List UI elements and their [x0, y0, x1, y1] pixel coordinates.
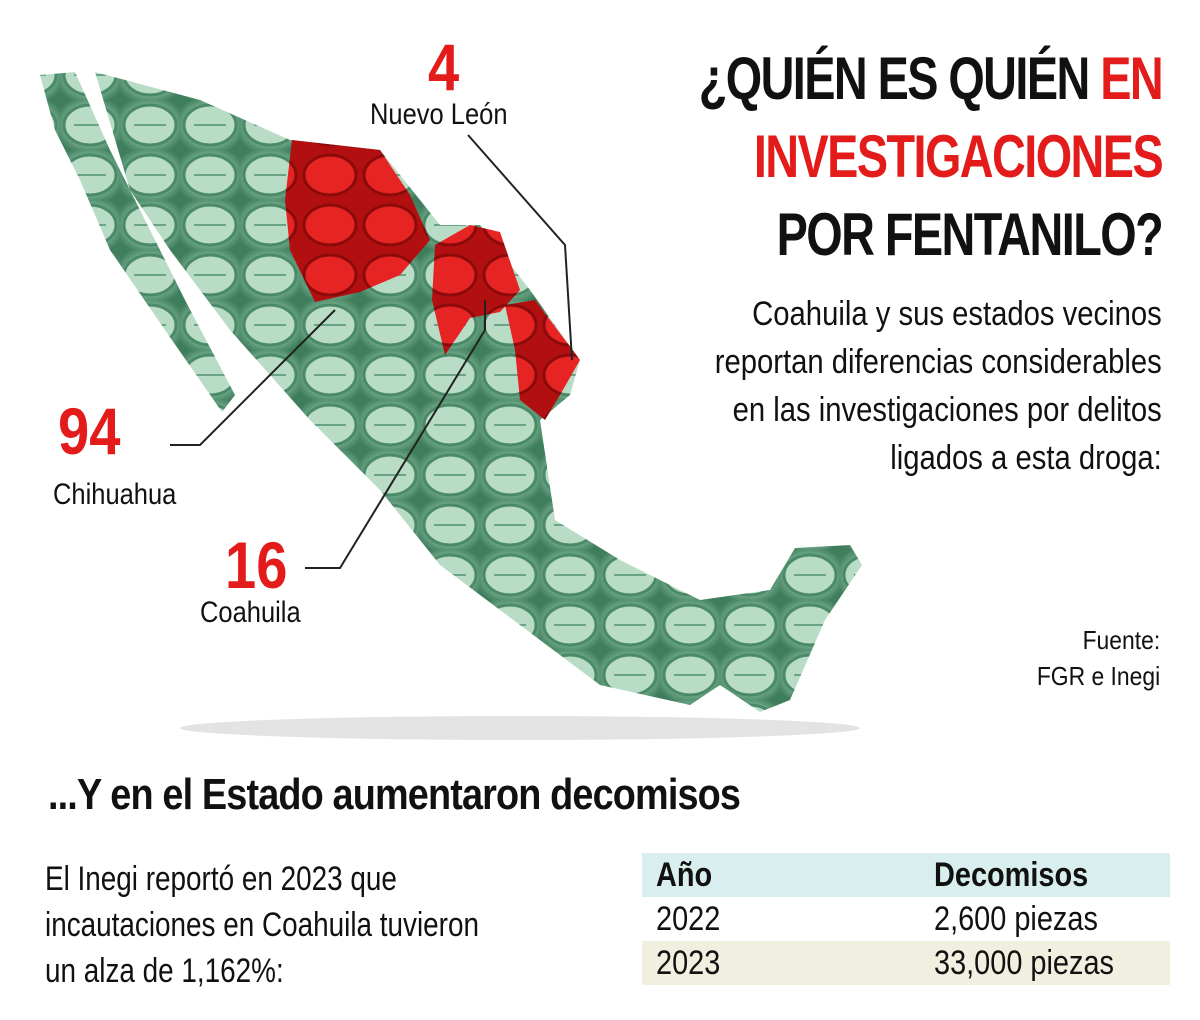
- seizures-table: Año Decomisos 2022 2,600 piezas 2023 33,…: [642, 853, 1170, 985]
- chihuahua-label: Chihuahua: [53, 478, 177, 511]
- title-line-1: ¿QUIÉN ES QUIÉN: [698, 45, 1091, 112]
- leader-line-chihuahua: [170, 309, 336, 446]
- note-line: un alza de 1,162%:: [45, 952, 284, 990]
- cell-year: 2022: [656, 899, 721, 938]
- table-header-row: Año Decomisos: [642, 853, 1170, 897]
- nuevo-leon-region: [505, 300, 580, 420]
- nuevo-leon-label: Nuevo León: [370, 98, 508, 131]
- source-text: FGR e Inegi: [1036, 661, 1160, 691]
- chihuahua-region: [285, 140, 430, 302]
- intro-line: en las investigaciones por delitos: [732, 391, 1162, 429]
- nuevo-leon-value: 4: [428, 30, 460, 104]
- table-row: 2022 2,600 piezas: [642, 897, 1170, 941]
- title-line-3: POR FENTANILO?: [776, 201, 1164, 268]
- cell-seizures: 2,600 piezas: [934, 899, 1098, 938]
- coahuila-region: [432, 225, 520, 355]
- intro-text: Coahuila y sus estados vecinos reportan …: [715, 290, 1162, 482]
- table-row: 2023 33,000 piezas: [642, 941, 1170, 985]
- header-year: Año: [656, 855, 713, 894]
- source: Fuente: FGR e Inegi: [1037, 622, 1160, 694]
- mainland-mexico: [95, 72, 862, 712]
- title-line-1-accent: EN: [1100, 45, 1163, 112]
- section-subtitle: ...Y en el Estado aumentaron decomisos: [48, 770, 741, 819]
- coahuila-value: 16: [225, 528, 288, 602]
- note-line: incautaciones en Coahuila tuvieron: [45, 906, 479, 944]
- chihuahua-value: 94: [58, 394, 121, 468]
- seizure-note: El Inegi reportó en 2023 que incautacion…: [45, 856, 479, 994]
- page-title: ¿QUIÉN ES QUIÉN EN INVESTIGACIONES POR F…: [698, 40, 1164, 274]
- cell-year: 2023: [656, 943, 721, 982]
- intro-line: reportan diferencias considerables: [715, 343, 1162, 381]
- baja-california: [40, 72, 235, 412]
- header-seizures: Decomisos: [934, 855, 1089, 894]
- intro-line: Coahuila y sus estados vecinos: [752, 295, 1162, 333]
- title-line-2: INVESTIGACIONES: [753, 123, 1164, 190]
- cell-seizures: 33,000 piezas: [934, 943, 1114, 982]
- source-label: Fuente:: [1082, 625, 1160, 655]
- mexico-map: [40, 72, 862, 740]
- note-line: El Inegi reportó en 2023 que: [45, 860, 397, 898]
- leader-line-nuevo-leon: [467, 134, 573, 361]
- leader-line-coahuila: [305, 300, 486, 569]
- map-shadow: [180, 716, 860, 740]
- coahuila-label: Coahuila: [200, 596, 301, 629]
- intro-line: ligados a esta droga:: [890, 439, 1162, 477]
